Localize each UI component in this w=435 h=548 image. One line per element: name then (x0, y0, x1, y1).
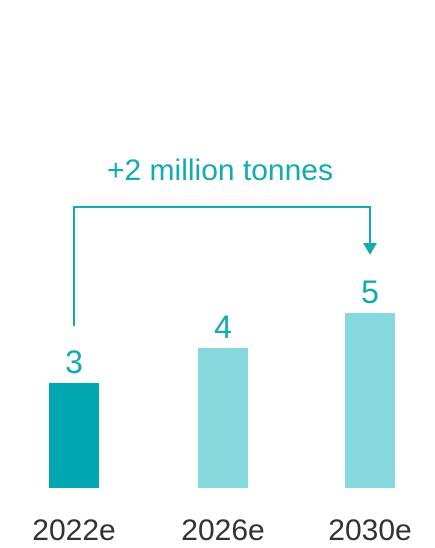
category-label-2022e: 2022e (32, 514, 115, 547)
bar-2030e (345, 313, 395, 488)
value-labels-group: 3 4 5 (65, 274, 379, 380)
value-label-2026e: 4 (214, 309, 232, 345)
bars-group (49, 313, 395, 488)
annotation-bracket (73, 206, 371, 326)
annotation-label: +2 million tonnes (107, 154, 333, 187)
value-label-2030e: 5 (361, 274, 379, 310)
annotation-arrowhead (363, 243, 377, 255)
value-label-2022e: 3 (65, 344, 83, 380)
category-label-2026e: 2026e (181, 514, 264, 547)
annotation-group: +2 million tonnes (73, 154, 377, 326)
bar-2022e (49, 383, 99, 488)
category-label-2030e: 2030e (328, 514, 411, 547)
category-labels-group: 2022e 2026e 2030e (32, 514, 411, 547)
bar-2026e (198, 348, 248, 488)
